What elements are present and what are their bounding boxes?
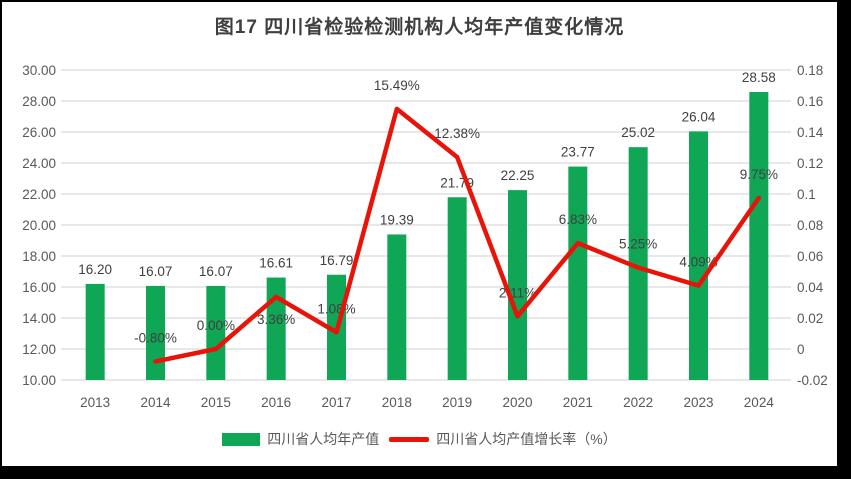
x-category-label: 2023 [683, 395, 713, 410]
combo-chart: 30.00 0.18 28.00 0.16 26.00 0.14 24.00 0.12 22.0… [22, 63, 828, 410]
growth-value-label: 6.83% [559, 212, 597, 227]
x-category-label: 2022 [623, 395, 653, 410]
growth-value-label: 4.09% [679, 255, 717, 270]
bar [387, 234, 407, 380]
y-right-tick-label: 0.1 [797, 187, 816, 202]
legend-label-bar-series: 四川省人均年产值 [267, 431, 380, 447]
y-left-tick-label: 14.00 [22, 311, 56, 326]
growth-value-label: 0.00% [197, 318, 235, 333]
growth-value-label: 1.08% [317, 301, 355, 316]
growth-line [153, 106, 762, 364]
bar-series-swatch-icon [222, 432, 261, 446]
bar [568, 166, 588, 380]
x-category-label: 2016 [261, 395, 291, 410]
x-category-label: 2017 [321, 395, 351, 410]
y-left-tick-label: 10.00 [22, 373, 56, 388]
bar [85, 283, 105, 380]
y-right-tick-label: 0.16 [797, 94, 823, 109]
bar-value-label: 16.07 [199, 264, 233, 279]
bar [689, 131, 708, 380]
y-left-tick-label: 22.00 [22, 187, 56, 202]
x-category-label: 2019 [442, 395, 472, 410]
bar-value-label: 28.58 [742, 70, 776, 85]
y-right-tick-label: 0.04 [797, 280, 824, 295]
y-left-tick-label: 18.00 [22, 249, 56, 264]
bar [508, 190, 527, 380]
bar [206, 285, 226, 380]
bar-value-label: 19.39 [380, 212, 414, 227]
y-right-tick-label: -0.02 [797, 373, 828, 388]
growth-value-label: 12.38% [434, 126, 480, 141]
bar-value-label: 16.20 [78, 262, 112, 277]
y-right-tick-label: 0.02 [797, 311, 823, 326]
y-left-tick-label: 24.00 [22, 156, 56, 171]
bar-value-label: 23.77 [561, 145, 595, 160]
bar [447, 197, 467, 380]
growth-value-label: 3.36% [257, 312, 295, 327]
growth-value-label: 5.25% [619, 237, 657, 252]
x-category-label: 2015 [201, 395, 231, 410]
legend: 四川省人均年产值 四川省人均产值增长率（%） [2, 429, 837, 449]
growth-value-label: -0.80% [134, 330, 177, 345]
bar-value-label: 16.61 [259, 256, 293, 271]
bar-value-label: 22.25 [501, 168, 535, 183]
y-left-tick-label: 20.00 [22, 218, 56, 233]
bar [266, 277, 286, 380]
x-category-label: 2021 [563, 395, 593, 410]
legend-item-bar-series: 四川省人均年产值 [222, 429, 379, 449]
x-category-label: 2014 [140, 395, 171, 410]
y-left-tick-label: 12.00 [22, 342, 56, 357]
x-category-label: 2013 [80, 395, 110, 410]
bar [146, 285, 165, 380]
bar-value-label: 25.02 [621, 125, 655, 140]
y-right-tick-label: 0.06 [797, 249, 823, 264]
legend-item-line-series: 四川省人均产值增长率（%） [389, 429, 617, 449]
bar [749, 92, 769, 380]
y-right-tick-label: 0.14 [797, 125, 824, 140]
y-left-tick-label: 16.00 [22, 280, 56, 295]
line-series-swatch-icon [389, 436, 430, 442]
y-right-tick-label: 0 [797, 342, 805, 357]
bar-value-label: 16.79 [320, 253, 354, 268]
y-left-tick-label: 28.00 [22, 94, 56, 109]
bar [628, 147, 648, 380]
growth-value-label: 15.49% [374, 78, 420, 93]
y-right-tick-label: 0.18 [797, 63, 823, 78]
bar-value-label: 26.04 [682, 109, 716, 124]
chart-card: 30.00 0.18 28.00 0.16 26.00 0.14 24.00 0.12 22.0… [0, 0, 839, 468]
y-left-tick-label: 30.00 [22, 63, 56, 78]
bar-value-label: 16.07 [139, 264, 173, 279]
y-left-tick-label: 26.00 [22, 125, 56, 140]
growth-value-label: 9.75% [740, 167, 778, 182]
chart-title: 图17 四川省检验检测机构人均年产值变化情况 [214, 17, 625, 38]
x-category-label: 2020 [502, 395, 532, 410]
legend-label-line-series: 四川省人均产值增长率（%） [436, 431, 617, 447]
x-category-label: 2024 [744, 395, 775, 410]
x-category-label: 2018 [382, 395, 412, 410]
y-right-tick-label: 0.08 [797, 218, 823, 233]
y-right-tick-label: 0.12 [797, 156, 823, 171]
